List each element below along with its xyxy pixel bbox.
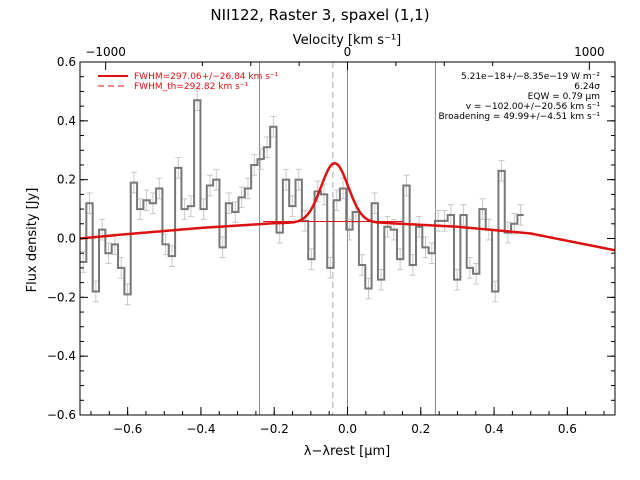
spectrum-chart: NII122, Raster 3, spaxel (1,1) Velocity … [0, 0, 640, 480]
x-tick-label: −0.4 [186, 422, 215, 436]
x-tick-label: 0.2 [411, 422, 430, 436]
x-tick-label: −0.6 [113, 422, 142, 436]
annotation-line: Broadening = 49.99+/−4.51 km s⁻¹ [439, 112, 601, 122]
legend-label: FWHM=297.06+/−26.84 km s⁻¹ [134, 72, 279, 82]
top-tick-label: 1000 [574, 45, 605, 59]
annotation-line: v = −102.00+/−20.56 km s⁻¹ [466, 102, 601, 112]
annotation-line: 6.24σ [574, 82, 600, 92]
legend-label: FWHM_th=292.82 km s⁻¹ [134, 82, 249, 92]
y-tick-label: −0.6 [47, 408, 76, 422]
x-tick-label: 0.0 [338, 422, 357, 436]
top-tick-label: −1000 [85, 45, 126, 59]
y-tick-label: 0.2 [57, 173, 76, 187]
chart-title: NII122, Raster 3, spaxel (1,1) [210, 6, 429, 24]
y-tick-label: 0.4 [57, 114, 76, 128]
legend: FWHM=297.06+/−26.84 km s⁻¹FWHM_th=292.82… [98, 72, 279, 92]
x-tick-label: 0.6 [558, 422, 577, 436]
y-tick-label: −0.2 [47, 290, 76, 304]
x-tick-label: 0.4 [485, 422, 504, 436]
y-axis-label: Flux density [Jy] [25, 188, 40, 293]
annotation-line: 5.21e−18+/−8.35e−19 W m⁻² [461, 72, 600, 82]
x-axis-label: λ−λrest [μm] [304, 444, 390, 459]
x-tick-label: −0.2 [260, 422, 289, 436]
y-tick-label: 0.0 [57, 232, 76, 246]
y-tick-label: 0.6 [57, 55, 76, 69]
annotation-line: EQW = 0.79 μm [528, 92, 600, 102]
top-tick-label: 0 [344, 45, 352, 59]
y-tick-label: −0.4 [47, 349, 76, 363]
